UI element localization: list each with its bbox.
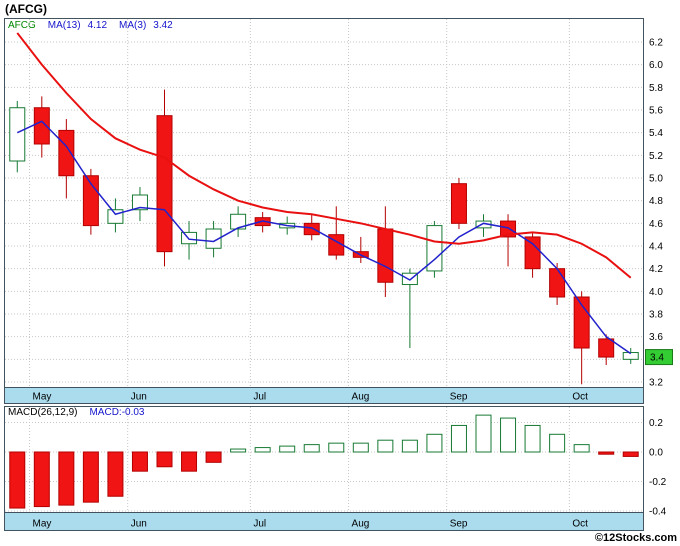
macd-bar-positive	[524, 424, 541, 453]
candle-body	[401, 272, 418, 286]
price-y-tick-label: 3.8	[649, 309, 663, 320]
macd-bar-positive	[500, 417, 517, 453]
price-y-tick-label: 5.4	[649, 128, 663, 139]
macd-bar-negative	[131, 451, 148, 472]
macd-bar-negative	[82, 451, 99, 503]
macd-bar-negative	[33, 451, 50, 508]
candle-body	[303, 222, 320, 236]
candle-body	[230, 213, 247, 230]
candle-body	[205, 228, 222, 249]
current-price-tag-label: 3.4	[650, 353, 664, 364]
candle-body	[156, 115, 173, 253]
candle-body	[9, 107, 26, 162]
macd-legend: MACD(26,12,9) MACD:-0.03	[8, 407, 144, 418]
macd-y-tick-label: -0.2	[649, 477, 667, 488]
macd-month-label: Oct	[572, 519, 588, 530]
macd-bar-positive	[230, 448, 247, 453]
macd-bar-positive	[303, 444, 320, 453]
price-y-tick-label: 3.6	[649, 332, 663, 343]
macd-value-label: MACD:-0.03	[89, 407, 145, 418]
macd-bar-negative	[156, 451, 173, 468]
ma13-label: MA(13)	[47, 20, 81, 31]
price-y-tick-label: 5.0	[649, 173, 663, 184]
macd-month-label: May	[33, 519, 52, 530]
price-y-tick-label: 3.2	[649, 377, 663, 388]
macd-month-band	[4, 512, 644, 531]
price-legend: AFCG MA(13) 4.12 MA(3) 3.42	[8, 20, 173, 31]
macd-bar-negative	[622, 451, 639, 457]
candle-body	[377, 228, 394, 283]
macd-params-label: MACD(26,12,9)	[8, 407, 78, 418]
price-y-tick-label: 6.2	[649, 38, 663, 49]
macd-bar-negative	[9, 451, 26, 509]
copyright: ©12Stocks.com	[594, 532, 677, 544]
price-y-tick-label: 5.8	[649, 83, 663, 94]
price-month-label: Jul	[253, 392, 266, 403]
symbol-label: AFCG	[8, 20, 36, 31]
price-y-tick-label: 4.2	[649, 264, 663, 275]
ma3-label: MA(3)	[119, 20, 147, 31]
macd-month-label: Jul	[253, 519, 266, 530]
candle-body	[426, 225, 443, 272]
macd-bar-negative	[181, 451, 198, 472]
price-month-label: Sep	[450, 392, 468, 403]
price-month-label: Aug	[352, 392, 370, 403]
macd-bar-positive	[549, 433, 566, 453]
macd-bar-negative	[58, 451, 75, 506]
macd-bar-negative	[598, 451, 615, 455]
price-month-band	[4, 387, 644, 404]
macd-bar-positive	[352, 442, 369, 453]
macd-chart: 0.2 0.0 -0.2 -0.4 May Jun Jul Aug Sep Oct	[4, 406, 667, 531]
macd-bar-positive	[328, 442, 345, 453]
ma13-value: 4.12	[87, 20, 108, 31]
price-month-label: May	[33, 392, 52, 403]
macd-bar-positive	[573, 444, 590, 453]
macd-frame	[4, 406, 644, 531]
macd-bar-positive	[401, 439, 418, 453]
price-y-tick-label: 5.2	[649, 151, 663, 162]
price-y-tick-label: 4.4	[649, 241, 663, 252]
macd-y-tick-label: 0.2	[649, 418, 663, 429]
ma3-value: 3.42	[153, 20, 173, 31]
macd-y-tick-label: 0.0	[649, 448, 663, 459]
candle-body	[622, 352, 639, 360]
candle-body	[549, 268, 566, 298]
price-y-tick-label: 4.6	[649, 219, 663, 230]
candle-body	[107, 209, 124, 224]
macd-bar-positive	[254, 447, 271, 453]
candle-body	[524, 236, 541, 270]
candle-body	[500, 220, 517, 238]
macd-bar-positive	[377, 439, 394, 453]
candle-body	[131, 194, 148, 211]
macd-bar-positive	[279, 445, 296, 453]
macd-bar-positive	[450, 424, 467, 453]
macd-bar-negative	[107, 451, 124, 497]
chart-title: (AFCG)	[5, 2, 47, 16]
current-price-tag	[645, 349, 673, 366]
price-y-tick-label: 4.0	[649, 287, 663, 298]
price-month-label: Jun	[131, 392, 147, 403]
macd-month-label: Jun	[131, 519, 147, 530]
candle-body	[450, 183, 467, 224]
price-frame	[4, 18, 644, 404]
price-y-tick-label: 5.6	[649, 105, 663, 116]
candle-body	[33, 107, 50, 145]
ma13-line	[16, 32, 632, 279]
price-y-tick-label: 4.8	[649, 196, 663, 207]
macd-month-label: Sep	[450, 519, 468, 530]
macd-month-label: Aug	[352, 519, 370, 530]
ma3-line	[16, 120, 632, 355]
price-y-tick-label: 6.0	[649, 60, 663, 71]
macd-bar-positive	[426, 433, 443, 453]
macd-y-tick-label: -0.4	[649, 507, 667, 518]
candle-body	[598, 338, 615, 358]
price-month-label: Oct	[572, 392, 588, 403]
macd-bar-negative	[205, 451, 222, 463]
price-chart: 6.2 6.0 5.8 5.6 5.4 5.2 5.0 4.8 4.6 4.4 4.2 4.0 3.8 3…	[4, 18, 673, 404]
macd-bar-positive	[475, 414, 492, 453]
